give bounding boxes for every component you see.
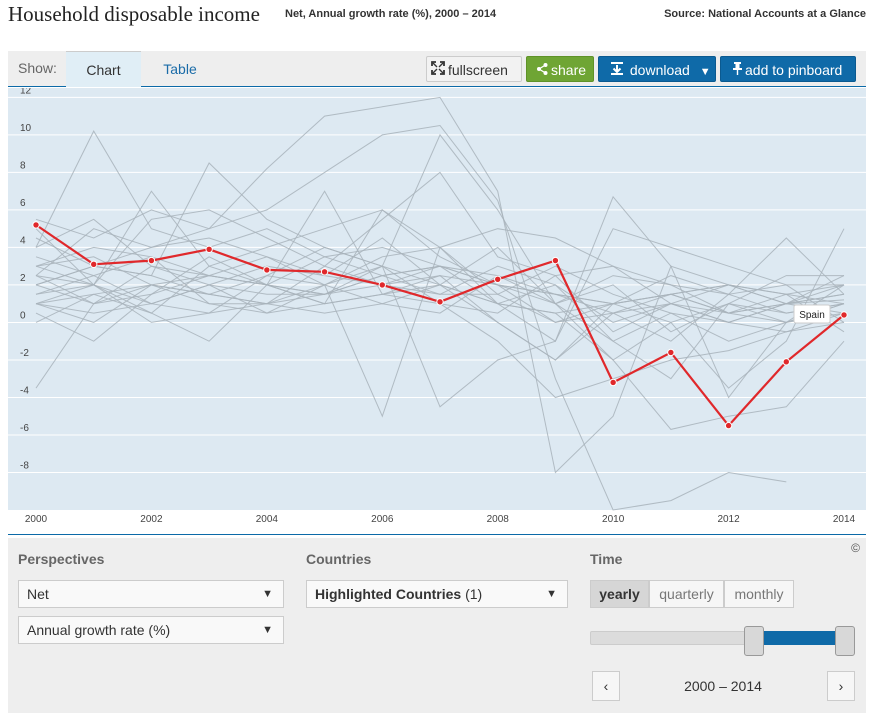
controls-panel: © Perspectives Net ▼ Annual growth rate … [8, 538, 866, 713]
source-note: Source: National Accounts at a Glance [664, 8, 866, 20]
time-heading: Time [590, 551, 623, 567]
series-label-box [793, 304, 831, 324]
x-tick-label: 2010 [602, 514, 625, 525]
y-tick-label: 12 [20, 88, 32, 96]
data-point-spain [320, 268, 329, 276]
line-chart: 12 10 8 6 4 2 0 -2 -4 -6 -8 2000 2002 2004 2006 2008 201… [8, 88, 866, 525]
data-point-spain [90, 260, 98, 269]
pin-label: add to pinboard [745, 62, 843, 78]
x-tick-label: 2006 [371, 514, 394, 525]
data-point-spain [494, 275, 502, 284]
series-line-country-21 [35, 275, 845, 333]
y-tick-label: 4 [20, 235, 26, 246]
y-tick-label: 6 [20, 198, 26, 209]
data-point-spain [551, 256, 560, 265]
data-point-spain [32, 221, 40, 229]
add-to-pinboard-button[interactable]: add to pinboard [720, 56, 856, 82]
series-line-country-24 [35, 171, 845, 314]
dropdown-arrow-icon: ▼ [546, 588, 557, 600]
page-subtitle: Net, Annual growth rate (%), 2000 – 2014 [285, 8, 497, 20]
data-point-spain [205, 245, 213, 253]
x-tick-label: 2002 [140, 514, 163, 525]
countries-count: (1) [465, 586, 483, 602]
caret-down-icon: ▼ [699, 66, 711, 78]
y-tick-label: -8 [20, 460, 29, 471]
y-tick-label: -2 [20, 348, 29, 359]
data-point-spain [724, 421, 733, 430]
perspective-select-measure[interactable]: Net ▼ [18, 580, 284, 608]
show-label: Show: [18, 60, 57, 76]
x-tick-label: 2008 [487, 514, 510, 525]
data-point-spain [840, 311, 848, 319]
data-point-spain [667, 348, 675, 357]
series-line-country-6 [35, 124, 787, 511]
x-tick-label: 2004 [256, 514, 279, 525]
data-point-spain [263, 266, 271, 274]
share-label: share [551, 62, 587, 78]
countries-select[interactable]: Highlighted Countries (1) ▼ [306, 580, 568, 608]
time-monthly-button[interactable]: monthly [724, 580, 794, 608]
share-button[interactable]: share [526, 56, 594, 82]
share-icon [537, 58, 548, 84]
time-yearly-button[interactable]: yearly [590, 580, 649, 608]
perspective-select-unit[interactable]: Annual growth rate (%) ▼ [18, 616, 284, 644]
perspective-measure-value: Net [27, 586, 49, 602]
download-button[interactable]: download ▼ [598, 56, 716, 82]
toolbar: Show: Chart Table fullscreen share downl… [8, 51, 866, 87]
download-label: download [629, 62, 690, 78]
y-tick-label: 2 [20, 273, 26, 284]
data-point-spain [436, 298, 444, 306]
perspective-unit-value: Annual growth rate (%) [27, 622, 171, 638]
slider-start-handle[interactable] [744, 626, 764, 656]
countries-heading: Countries [306, 551, 372, 567]
dropdown-arrow-icon: ▼ [262, 624, 273, 636]
chevron-left-icon: ‹ [603, 678, 609, 694]
pin-icon [733, 58, 742, 84]
range-next-button[interactable]: › [827, 671, 855, 701]
dropdown-arrow-icon: ▼ [262, 588, 273, 600]
fullscreen-icon [431, 58, 445, 84]
time-quarterly-button[interactable]: quarterly [649, 580, 724, 608]
fullscreen-button[interactable]: fullscreen [426, 56, 522, 82]
fullscreen-label: fullscreen [448, 62, 508, 78]
page-title: Household disposable income [8, 2, 260, 26]
y-tick-label: 0 [20, 310, 26, 321]
series-line-country-22 [35, 246, 845, 305]
range-prev-button[interactable]: ‹ [592, 671, 620, 701]
y-tick-label: 10 [20, 123, 32, 134]
y-tick-label: -4 [20, 385, 29, 396]
time-range-slider-fill [754, 631, 846, 645]
slider-end-handle[interactable] [835, 626, 855, 656]
copyright-label: © [851, 541, 860, 555]
y-tick-label: -6 [20, 423, 29, 434]
x-tick-label: 2000 [25, 514, 48, 525]
chart-divider [8, 534, 866, 535]
title-bar: Household disposable income Net, Annual … [8, 0, 866, 30]
data-point-spain [609, 378, 617, 387]
series-label-spain: Spain [799, 310, 825, 321]
series-line-country-4 [35, 133, 845, 380]
data-point-spain [782, 358, 790, 366]
data-point-spain [147, 256, 156, 265]
chevron-right-icon: › [838, 678, 844, 694]
x-tick-label: 2012 [717, 514, 740, 525]
tab-chart[interactable]: Chart [66, 51, 141, 87]
x-tick-label: 2014 [833, 514, 856, 525]
tab-table[interactable]: Table [163, 61, 197, 77]
perspectives-heading: Perspectives [18, 551, 105, 567]
series-line-country-17 [35, 246, 845, 342]
data-point-spain [378, 281, 386, 289]
countries-select-value: Highlighted Countries [315, 586, 462, 602]
time-range-label: 2000 – 2014 [684, 678, 762, 694]
download-icon [611, 58, 623, 84]
y-tick-label: 8 [20, 160, 26, 171]
